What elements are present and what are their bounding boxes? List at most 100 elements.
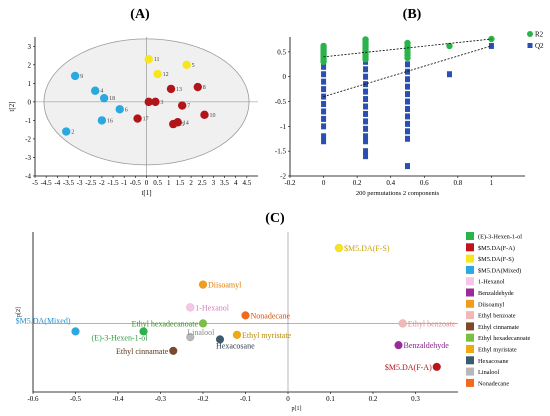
- q2-point: [321, 123, 327, 130]
- y-tick-label: 2: [28, 61, 32, 69]
- sample-point: [151, 97, 160, 107]
- loading-point-label: Ethyl hexadecanoate: [132, 319, 199, 328]
- y-tick-label: 3: [28, 43, 32, 51]
- q2-regression-line: [323, 45, 492, 97]
- q2-point: [363, 125, 369, 132]
- panel-b-title: (B): [403, 7, 422, 22]
- panel-c: (C) -0.6 -0.5 -0.4 -0.3 -0.2 -0.1 0 0.1 0.2 0.3 p[1…: [16, 211, 531, 412]
- q2-point: [363, 118, 369, 125]
- legend-entry: $M5.DA(Mixed): [478, 267, 521, 274]
- legend-entry: Benzaldehyde: [478, 290, 514, 297]
- loading-point-label: Ethyl benzoate: [408, 319, 456, 328]
- loading-point-label: Nonadecane: [251, 311, 291, 320]
- q2-point: [405, 120, 410, 127]
- x-tick-label: 1: [167, 179, 171, 187]
- q2-point: [321, 138, 327, 145]
- legend-swatch: [466, 322, 474, 331]
- sample-point-label: 17: [143, 117, 149, 123]
- loading-point: [241, 311, 250, 320]
- x-axis-label: p[1]: [292, 406, 302, 412]
- x-tick-label: 3: [212, 179, 216, 187]
- y-tick-label: 0.5: [277, 48, 286, 56]
- q2-point: [363, 103, 369, 110]
- sample-point-label: 2: [71, 130, 74, 136]
- y-tick-label: 0: [283, 73, 287, 81]
- q2-point: [405, 61, 410, 68]
- x-tick-label: -0.3: [155, 395, 167, 403]
- x-tick-label: 1.5: [176, 179, 185, 187]
- legend-swatch: [466, 367, 474, 376]
- y-tick-label: -2: [280, 173, 286, 181]
- sample-point: [193, 82, 202, 92]
- sample-point: [153, 69, 162, 79]
- sample-point: [200, 110, 209, 120]
- x-axis-label: t[1]: [141, 189, 151, 197]
- sample-point-label: 4: [100, 89, 103, 95]
- q2-point: [321, 115, 327, 122]
- legend-swatch: [466, 232, 474, 240]
- x-tick-label: -0.5: [70, 395, 82, 403]
- sample-point-label: 15: [178, 122, 184, 128]
- loading-point: [334, 243, 344, 253]
- legend-entry: Hexacosane: [478, 358, 509, 365]
- loading-point-label: $M5.DA(F-S): [344, 244, 390, 253]
- y-tick-label: -1: [25, 117, 31, 125]
- x-tick-label: -0.4: [112, 395, 124, 403]
- legend-r2-marker: [527, 31, 533, 37]
- y-tick-label: -4: [25, 173, 31, 181]
- legend-r2-label: R2: [535, 31, 544, 39]
- sample-point: [182, 60, 191, 69]
- loading-point: [232, 330, 242, 340]
- x-tick-label: -0.1: [240, 395, 252, 403]
- r2-point: [404, 54, 411, 62]
- panel-b: (B) -0.2 0 0.2 0.4 0.6 0.8 1 -2 -1.5 -1 -0.5 0 0.5 200…: [275, 7, 544, 197]
- y-tick-label: -0.5: [275, 98, 287, 106]
- q2-point: [363, 110, 369, 117]
- legend-entry: Ethyl cinnamate: [478, 324, 519, 331]
- q2-point: [363, 148, 369, 155]
- panel-c-title: (C): [265, 211, 285, 226]
- q2-point: [405, 128, 410, 135]
- x-tick-label: 0.2: [353, 179, 362, 187]
- x-tick-label: 0: [322, 179, 326, 187]
- loading-point: [215, 335, 225, 344]
- y-tick-label: -1.5: [275, 148, 287, 156]
- legend-swatch: [466, 254, 474, 263]
- y-axis-label: p[2]: [16, 307, 22, 317]
- legend-entry: Diisoamyl: [478, 301, 504, 308]
- loading-point-label: Benzaldehyde: [404, 341, 450, 350]
- y-tick-label: -2: [25, 135, 31, 143]
- sample-point: [91, 86, 100, 95]
- y-tick-label: -1: [280, 123, 286, 131]
- loading-point: [394, 340, 403, 350]
- loading-point: [71, 327, 80, 336]
- x-tick-label: 0: [286, 395, 290, 403]
- loading-point-label: (E)-3-Hexen-1-ol: [92, 333, 149, 342]
- legend-entry: Ethyl benzoate: [478, 313, 516, 320]
- legend-entry: (E)-3-Hexen-1-ol: [478, 234, 522, 241]
- x-tick-label: 0.1: [326, 395, 335, 403]
- x-tick-label: -0.2: [197, 395, 209, 403]
- y-axis-label: t[2]: [8, 101, 16, 111]
- q2-point: [405, 135, 410, 142]
- sample-point: [144, 55, 153, 64]
- x-tick-label: 2.5: [198, 179, 207, 187]
- y-tick-label: 1: [28, 80, 32, 88]
- panel-a: (A)-5 -4.5 -4 -3.5 -3 -2.5 -2 -1.5 -1 -0.5 0 0.5 1 1.…: [8, 7, 258, 197]
- q2-point: [405, 76, 410, 83]
- q2-point: [405, 113, 410, 120]
- x-tick-label: -4.5: [41, 179, 53, 187]
- q2-point: [363, 88, 369, 95]
- x-tick-label: 0.2: [369, 395, 378, 403]
- sample-point: [97, 116, 107, 125]
- x-tick-label: 4.5: [242, 179, 251, 187]
- legend-entry: 1-Hexanol: [478, 279, 505, 286]
- panel-a-title: (A): [130, 7, 150, 22]
- sample-point-label: 5: [192, 63, 195, 69]
- loading-point: [169, 346, 178, 356]
- sample-point-label: 8: [203, 85, 206, 91]
- r2-point: [362, 56, 369, 63]
- x-tick-label: 1: [490, 179, 494, 187]
- sample-point-label: 7: [187, 104, 190, 110]
